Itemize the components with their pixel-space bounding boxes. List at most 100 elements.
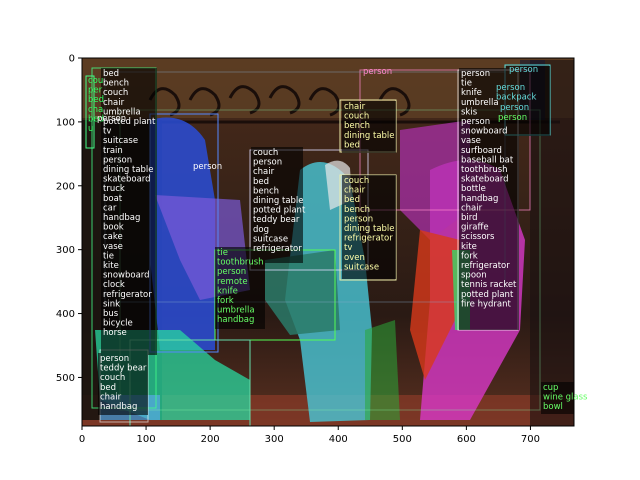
detection-label: suitcase: [103, 136, 138, 146]
detection-label: knife: [461, 88, 482, 98]
detection-label: bed: [88, 95, 104, 105]
detection-label: teddy bear: [253, 215, 300, 225]
detection-label: cha: [88, 105, 103, 115]
y-tick-label: 400: [56, 309, 75, 320]
detection-label: person: [97, 114, 126, 124]
detection-label: person: [498, 113, 527, 123]
detection-label: kite: [103, 261, 119, 271]
detection-label: bed: [88, 114, 104, 124]
detection-label: suitcase: [344, 262, 379, 272]
detection-label: backpack: [496, 93, 536, 103]
detection-label: couch: [344, 176, 369, 186]
detection-label: kite: [461, 242, 477, 252]
detection-label: refrigerator: [344, 234, 393, 244]
detection-label: bowl: [543, 402, 563, 412]
detection-label: bench: [344, 121, 370, 131]
x-tick-label: 700: [521, 434, 540, 445]
detection-label: horse: [103, 328, 127, 338]
detection-label: tie: [103, 251, 114, 261]
detection-label: bed: [103, 69, 119, 79]
detection-label: boat: [103, 194, 123, 204]
detection-label: chair: [461, 203, 483, 213]
y-tick-label: 200: [56, 181, 75, 192]
detection-label: couch: [103, 88, 128, 98]
photo-area: [82, 58, 574, 426]
detection-label: refrigerator: [103, 290, 152, 300]
detection-label: giraffe: [461, 223, 489, 233]
detection-label: person: [509, 65, 538, 75]
detection-label: chair: [344, 102, 366, 112]
detection-label: dining table: [344, 224, 395, 234]
detection-label: tv: [103, 127, 111, 137]
detection-label: person: [344, 214, 373, 224]
detection-label: potted plant: [253, 206, 306, 216]
x-tick-label: 200: [201, 434, 220, 445]
detection-label: remote: [217, 277, 248, 287]
detection-label: u: [88, 124, 93, 134]
detection-label: bed: [100, 383, 116, 393]
detection-label: sink: [103, 299, 120, 309]
detection-label: chair: [100, 392, 122, 402]
detection-label: snowboard: [461, 127, 508, 137]
detection-label: cake: [103, 232, 123, 242]
detection-label: oven: [344, 253, 365, 263]
detection-label: toothbrush: [461, 165, 508, 175]
detection-label: fire hydrant: [461, 299, 511, 309]
detection-label: dining table: [253, 196, 304, 206]
axis-ticks: 0 100 200 300 400 500 600 700 0 100 200 300 400 500: [56, 54, 540, 446]
detection-label: person: [461, 117, 490, 127]
detection-label: bench: [103, 79, 129, 89]
detection-label: vase: [461, 136, 481, 146]
detection-label: dining table: [103, 165, 154, 175]
detection-label: couch: [253, 148, 278, 158]
detection-label: potted plant: [461, 290, 514, 300]
detection-label: tennis racket: [461, 280, 517, 290]
x-tick-label: 100: [137, 434, 156, 445]
detection-label: umbrella: [461, 98, 499, 108]
detection-label: person: [217, 267, 246, 277]
x-tick-label: 300: [265, 434, 284, 445]
detection-label: car: [103, 203, 117, 213]
detection-label: fork: [217, 296, 234, 306]
detection-label: couch: [344, 112, 369, 122]
detection-label: bench: [344, 205, 370, 215]
detection-label: book: [103, 223, 124, 233]
detection-label: clock: [103, 280, 125, 290]
detection-label: skis: [461, 107, 478, 117]
detection-label: teddy bear: [100, 364, 147, 374]
detection-label: chair: [344, 186, 366, 196]
detection-label: bottle: [461, 184, 486, 194]
detection-label: dog: [253, 225, 269, 235]
detection-label: wine glass: [543, 393, 588, 403]
detection-label: vase: [103, 242, 123, 252]
detection-label: suitcase: [253, 234, 288, 244]
detection-label: bus: [103, 309, 119, 319]
detection-label: surfboard: [461, 146, 502, 156]
detection-label: train: [103, 146, 123, 156]
detection-label: bed: [344, 140, 360, 150]
detection-label: scissors: [461, 232, 495, 242]
detection-label: umbrella: [103, 107, 141, 117]
detection-label: skateboard: [461, 175, 509, 185]
detection-label: chair: [103, 98, 125, 108]
detection-label: bicycle: [103, 319, 133, 329]
detection-label: person: [496, 83, 525, 93]
detection-label: person: [193, 162, 222, 172]
x-tick-label: 400: [329, 434, 348, 445]
y-tick-label: 300: [56, 245, 75, 256]
detection-label: person: [103, 155, 132, 165]
detection-label: baseball bat: [461, 155, 514, 165]
detection-label: snowboard: [103, 271, 150, 281]
detection-label: chair: [253, 167, 275, 177]
detection-label: person: [100, 354, 129, 364]
axes-frame: [81, 57, 575, 427]
detection-label: knife: [217, 286, 238, 296]
detection-label: handbag: [217, 315, 254, 325]
detection-label: handbag: [100, 402, 137, 412]
y-tick-label: 100: [56, 117, 75, 128]
detection-label: bench: [253, 186, 279, 196]
detection-label: couch: [100, 373, 125, 383]
detection-label: dining table: [344, 131, 395, 141]
x-tick-label: 600: [457, 434, 476, 445]
